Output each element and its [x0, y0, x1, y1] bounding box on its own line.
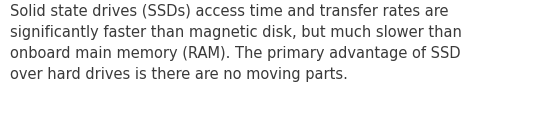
Text: Solid state drives (SSDs) access time and transfer rates are
significantly faste: Solid state drives (SSDs) access time an…: [10, 4, 462, 82]
